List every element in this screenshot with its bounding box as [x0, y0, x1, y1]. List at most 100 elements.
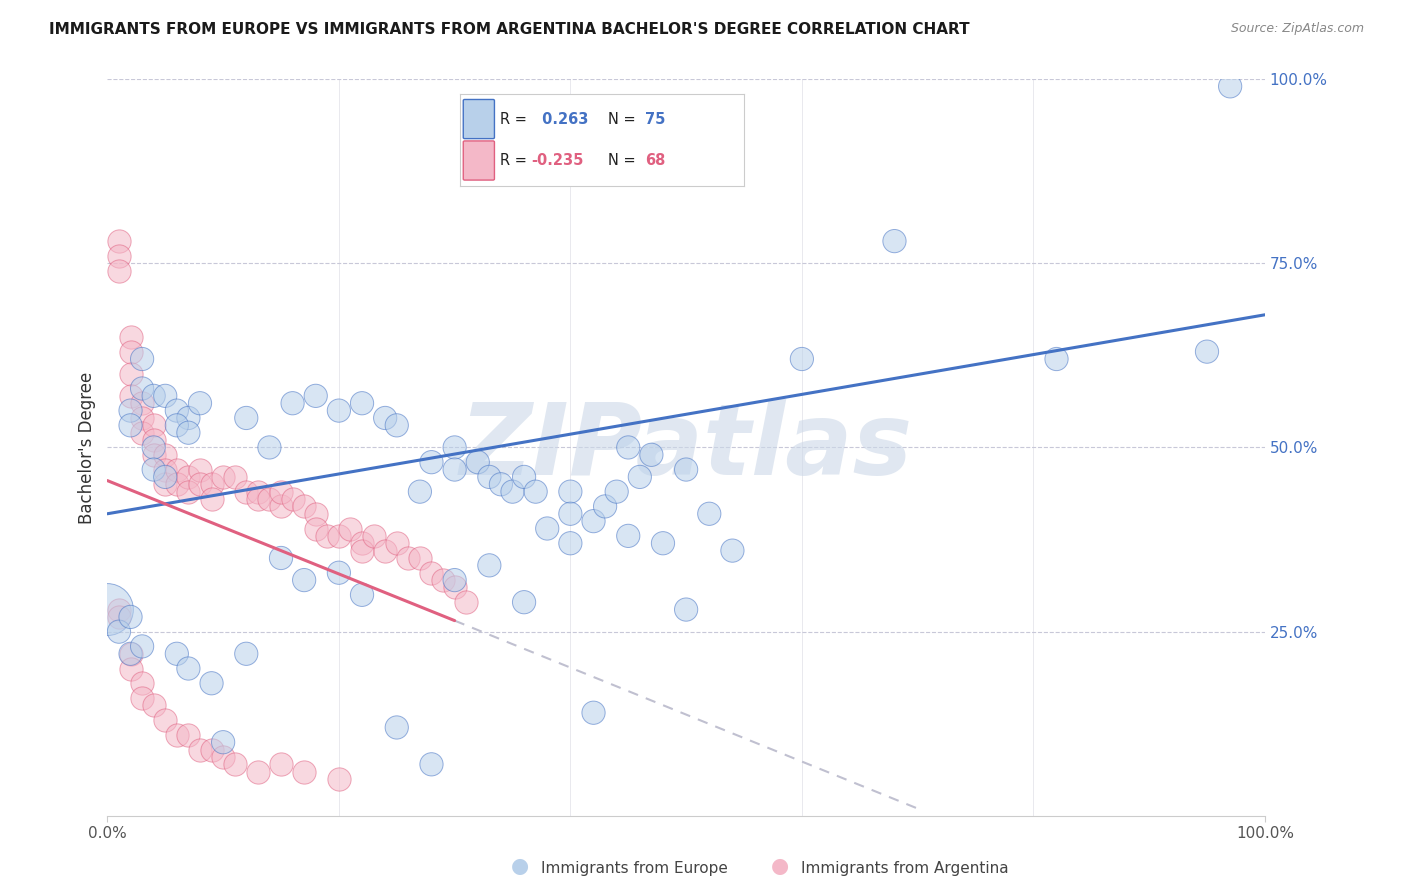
Point: [166, 462, 188, 476]
Point: [350, 536, 373, 550]
Point: [374, 543, 396, 558]
Point: [120, 647, 142, 661]
Point: [456, 595, 478, 609]
Text: ZIPatlas: ZIPatlas: [460, 399, 912, 496]
Point: [142, 698, 165, 713]
Text: ●: ●: [512, 856, 529, 876]
Point: [316, 529, 339, 543]
Point: [235, 411, 257, 425]
Point: [108, 234, 131, 248]
Point: [432, 573, 454, 587]
Point: [593, 500, 616, 514]
Point: [200, 676, 222, 690]
Point: [350, 396, 373, 410]
Point: [142, 441, 165, 455]
Point: [177, 728, 200, 742]
Point: [270, 484, 292, 499]
Point: [131, 676, 153, 690]
Point: [305, 389, 328, 403]
Point: [350, 543, 373, 558]
Point: [478, 558, 501, 573]
Point: [212, 470, 235, 484]
Point: [188, 477, 211, 491]
Point: [409, 484, 432, 499]
Point: [246, 491, 269, 506]
Point: [513, 595, 536, 609]
Point: [409, 551, 432, 566]
Point: [350, 588, 373, 602]
Point: [617, 441, 640, 455]
Point: [328, 403, 350, 417]
Point: [177, 484, 200, 499]
Point: [120, 610, 142, 624]
Point: [385, 721, 408, 735]
Point: [212, 750, 235, 764]
Point: [108, 602, 131, 616]
Point: [224, 470, 246, 484]
Point: [420, 455, 443, 469]
Point: [120, 389, 142, 403]
Point: [142, 389, 165, 403]
Point: [502, 484, 524, 499]
Point: [536, 521, 558, 535]
Point: [1219, 79, 1241, 94]
Point: [177, 470, 200, 484]
Point: [188, 742, 211, 756]
Point: [1195, 344, 1218, 359]
Point: [328, 566, 350, 580]
Point: [339, 521, 361, 535]
Point: [120, 647, 142, 661]
Point: [177, 411, 200, 425]
Point: [582, 706, 605, 720]
Point: [108, 624, 131, 639]
Point: [155, 462, 177, 476]
Point: [524, 484, 547, 499]
Point: [292, 573, 315, 587]
Point: [120, 418, 142, 433]
Point: [131, 382, 153, 396]
Point: [560, 507, 582, 521]
Point: [675, 462, 697, 476]
Point: [675, 602, 697, 616]
Point: [328, 529, 350, 543]
Point: [155, 713, 177, 727]
Text: ●: ●: [772, 856, 789, 876]
Point: [131, 425, 153, 440]
Point: [883, 234, 905, 248]
Point: [120, 344, 142, 359]
Point: [385, 418, 408, 433]
Point: [652, 536, 675, 550]
Point: [142, 462, 165, 476]
Point: [155, 477, 177, 491]
Point: [292, 764, 315, 779]
Point: [246, 484, 269, 499]
Point: [270, 757, 292, 772]
Text: Immigrants from Europe: Immigrants from Europe: [541, 861, 728, 876]
Point: [513, 470, 536, 484]
Point: [396, 551, 419, 566]
Point: [478, 470, 501, 484]
Point: [467, 455, 489, 469]
Point: [443, 462, 465, 476]
Point: [108, 249, 131, 263]
Point: [420, 757, 443, 772]
Point: [328, 772, 350, 786]
Point: [166, 647, 188, 661]
Point: [131, 351, 153, 366]
Text: Source: ZipAtlas.com: Source: ZipAtlas.com: [1230, 22, 1364, 36]
Point: [224, 757, 246, 772]
Point: [177, 661, 200, 675]
Point: [166, 728, 188, 742]
Point: [582, 514, 605, 528]
Point: [120, 330, 142, 344]
Point: [235, 484, 257, 499]
Point: [790, 351, 813, 366]
Point: [420, 566, 443, 580]
Point: [188, 462, 211, 476]
Point: [697, 507, 720, 521]
Point: [108, 610, 131, 624]
Point: [155, 389, 177, 403]
Point: [120, 661, 142, 675]
Point: [166, 418, 188, 433]
Point: [259, 491, 281, 506]
